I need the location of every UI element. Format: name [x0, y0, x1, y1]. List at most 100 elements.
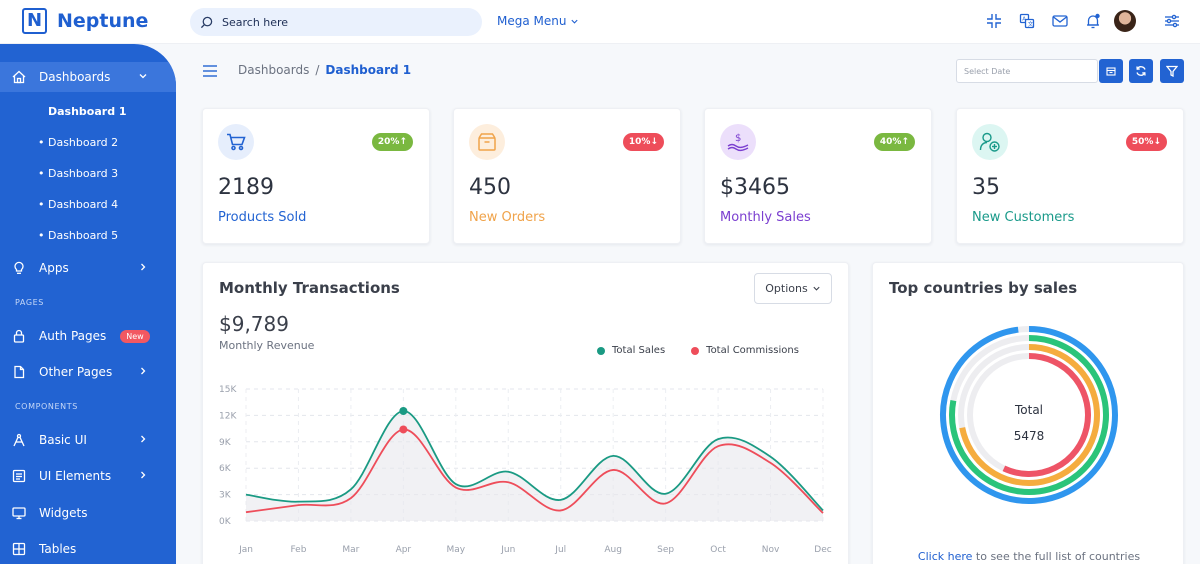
x-tick-label: Jan [238, 545, 253, 555]
monthly-transactions-card: 0K 3K 6K 9K 12K 15K Jan Feb Mar Apr May Jun Jul Aug Se… [202, 262, 849, 564]
cart-icon [227, 133, 246, 151]
sidebar-item-label: Other Pages [39, 365, 113, 379]
mail-icon[interactable] [1050, 11, 1070, 31]
sidebar-item-tables[interactable]: Tables [0, 534, 176, 564]
x-tick-label: Oct [710, 545, 726, 555]
sidebar-item-label: Auth Pages [39, 329, 107, 343]
top-header: N Neptune Mega Menu A文 [0, 0, 1200, 44]
y-tick-label: 3K [219, 491, 232, 501]
add-user-icon [979, 132, 1000, 152]
svg-text:文: 文 [1028, 20, 1034, 28]
sidebar-item-ui-elements[interactable]: UI Elements [0, 461, 176, 491]
x-tick-label: Aug [604, 545, 622, 555]
legend-item-total-sales[interactable]: Total Sales [597, 345, 665, 356]
x-tick-label: Jul [554, 545, 566, 555]
sidebar-item-apps[interactable]: Apps [0, 253, 176, 283]
sidebar-item-label: Apps [39, 261, 69, 275]
avatar[interactable] [1114, 10, 1136, 32]
chart-legend: Total Sales Total Commissions [597, 345, 799, 356]
stat-label: New Orders [469, 210, 546, 225]
series-line-total-sales [245, 410, 824, 512]
legend-dot [597, 346, 605, 355]
brand[interactable]: N Neptune [22, 8, 148, 34]
search-input[interactable] [222, 15, 462, 29]
legend-item-total-commissions[interactable]: Total Commissions [691, 345, 799, 356]
radial-bar-chart [940, 326, 1118, 504]
sidebar-item-label: Widgets [39, 506, 88, 520]
sidebar-subitem-dashboard-5[interactable]: • Dashboard 5 [38, 229, 119, 242]
bell-icon[interactable] [1083, 11, 1103, 31]
box-icon [478, 133, 496, 151]
peak-point [399, 407, 408, 415]
x-tick-label: Jun [500, 545, 515, 555]
sidebar-item-label: Tables [39, 542, 77, 556]
hamburger-menu-icon[interactable] [203, 65, 217, 77]
ring-bar [959, 344, 1100, 486]
sidebar-item-basic-ui[interactable]: Basic UI [0, 425, 176, 455]
series-line-total-commissions [245, 428, 824, 514]
monthly-revenue-value: $9,789 [219, 312, 289, 336]
breadcrumb: Dashboards / Dashboard 1 [238, 63, 411, 77]
stat-icon-bg [218, 124, 254, 160]
sidebar-subitem-dashboard-3[interactable]: • Dashboard 3 [38, 167, 119, 180]
chevron-down-icon [813, 286, 820, 291]
monthly-revenue-label: Monthly Revenue [219, 339, 315, 352]
stat-badge: 40%↑ [873, 133, 915, 151]
y-tick-label: 6K [219, 464, 232, 474]
options-dropdown-button[interactable]: Options [754, 273, 832, 304]
lightbulb-icon [14, 261, 24, 274]
mega-menu[interactable]: Mega Menu [497, 14, 579, 28]
svg-text:A: A [1022, 17, 1026, 23]
full-list-link[interactable]: Click here [917, 550, 973, 563]
search-bar[interactable] [190, 8, 482, 36]
refresh-icon [1136, 66, 1146, 76]
stat-badge: 50%↓ [1125, 133, 1167, 151]
svg-text:$: $ [735, 133, 741, 144]
stat-value: $3465 [720, 175, 790, 200]
sidebar-item-dashboards[interactable]: Dashboards [0, 62, 176, 92]
refresh-button[interactable] [1129, 59, 1153, 83]
countries-footer: Click here to see the full list of count… [873, 550, 1185, 563]
ring-bar [949, 335, 1109, 495]
date-picker-input[interactable] [956, 59, 1098, 83]
file-icon [14, 365, 25, 379]
settings-sliders-icon[interactable] [1162, 11, 1182, 31]
calendar-icon [1106, 67, 1116, 76]
sidebar-item-label: UI Elements [39, 469, 112, 483]
sidebar-item-other-pages[interactable]: Other Pages [0, 357, 176, 387]
top-countries-card: Top countries by sales Total 5478 Click … [872, 262, 1184, 564]
options-label: Options [765, 282, 808, 295]
y-tick-label: 0K [219, 517, 232, 527]
sidebar-subitem-dashboard-1[interactable]: Dashboard 1 [48, 105, 127, 118]
new-badge: New [120, 329, 150, 343]
y-tick-label: 12K [219, 411, 237, 421]
chevron-right-icon [141, 263, 146, 271]
sidebar-item-widgets[interactable]: Widgets [0, 498, 176, 528]
filter-button[interactable] [1160, 59, 1184, 83]
x-tick-label: Sep [657, 545, 674, 555]
stat-card-new-customers: 50%↓ 35 New Customers [956, 108, 1184, 244]
stat-icon-bg [972, 124, 1008, 160]
chevron-right-icon [141, 435, 146, 443]
sidebar-subitem-dashboard-4[interactable]: • Dashboard 4 [38, 198, 119, 211]
section-label-components: COMPONENTS [15, 402, 78, 411]
compress-icon[interactable] [984, 11, 1004, 31]
breadcrumb-current: Dashboard 1 [325, 63, 412, 77]
calendar-button[interactable] [1099, 59, 1123, 83]
stat-label: Monthly Sales [720, 210, 811, 225]
chevron-right-icon [141, 471, 146, 479]
sidebar-subitem-dashboard-2[interactable]: • Dashboard 2 [38, 136, 119, 149]
breadcrumb-parent[interactable]: Dashboards [238, 63, 310, 77]
donut-total-label: Total [1014, 403, 1044, 417]
sidebar: Dashboards Dashboard 1 • Dashboard 2 • D… [0, 44, 176, 564]
stat-badge: 20%↑ [371, 133, 413, 151]
stat-card-monthly-sales: $ 40%↑ $3465 Monthly Sales [704, 108, 932, 244]
sidebar-item-auth-pages[interactable]: Auth Pages New [0, 321, 176, 351]
card-title: Monthly Transactions [219, 279, 400, 297]
filter-icon [1166, 65, 1178, 77]
ring-bar [1002, 353, 1091, 477]
donut-total-value: 5478 [1013, 429, 1045, 443]
brand-name: Neptune [57, 10, 149, 32]
line-chart: 0K 3K 6K 9K 12K 15K Jan Feb Mar Apr May Jun Jul Aug Se… [219, 385, 832, 555]
